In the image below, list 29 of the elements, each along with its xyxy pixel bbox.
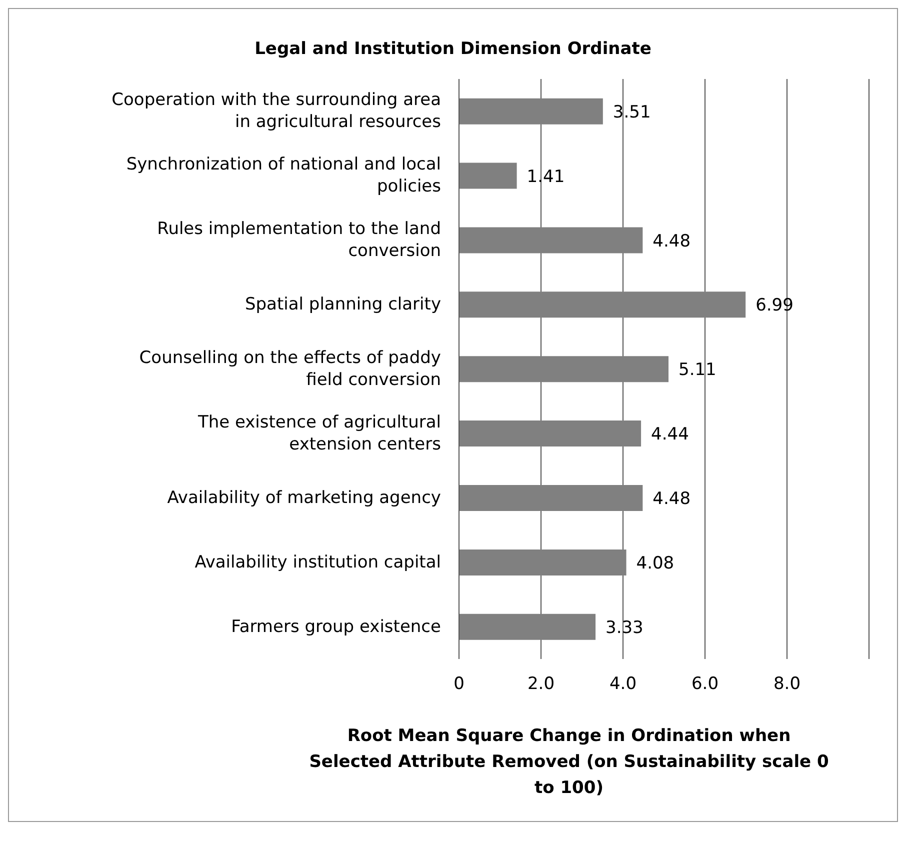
bar	[459, 614, 596, 640]
y-tick-label: The existence of agricultural extension centers	[196, 412, 442, 454]
y-tick-label: Spatial planning clarity	[244, 294, 441, 314]
x-axis-title: Root Mean Square Change in Ordination when Selected Attribute Removed (on Sustainability scale 0 to 100)	[309, 725, 829, 800]
chart-title: Legal and Institution Dimension Ordinate	[254, 39, 652, 59]
y-tick-label: Availability of marketing agency	[167, 488, 441, 508]
bar	[459, 292, 746, 318]
x-tick-label: 8.0	[773, 674, 801, 694]
y-tick-label: Rules implementation to the land conversion	[157, 218, 441, 261]
bar	[459, 420, 642, 447]
y-tick-label: Farmers group existence	[231, 616, 441, 636]
x-tick-label: 4.0	[609, 674, 637, 694]
y-tick-label: Availability institution capital	[194, 552, 441, 572]
data-label: 4.48	[652, 489, 691, 510]
bar	[459, 162, 517, 189]
data-label: 4.48	[652, 231, 691, 252]
x-tick-label: 2.0	[527, 674, 555, 694]
bar	[459, 227, 643, 254]
x-tick-label: 0	[454, 674, 464, 694]
y-tick-label: Cooperation with the surrounding area in agricultural resources	[112, 90, 442, 132]
data-label: 4.44	[651, 424, 689, 445]
bar	[459, 98, 603, 124]
bar	[459, 549, 626, 576]
y-tick-label: Counselling on the effects of paddy field conversion	[139, 348, 441, 390]
data-label: 4.08	[636, 553, 674, 574]
bar	[459, 485, 643, 511]
x-tick-label: 6.0	[691, 674, 719, 694]
y-tick-label: Synchronization of national and local policies	[126, 154, 442, 196]
bar	[459, 356, 669, 382]
